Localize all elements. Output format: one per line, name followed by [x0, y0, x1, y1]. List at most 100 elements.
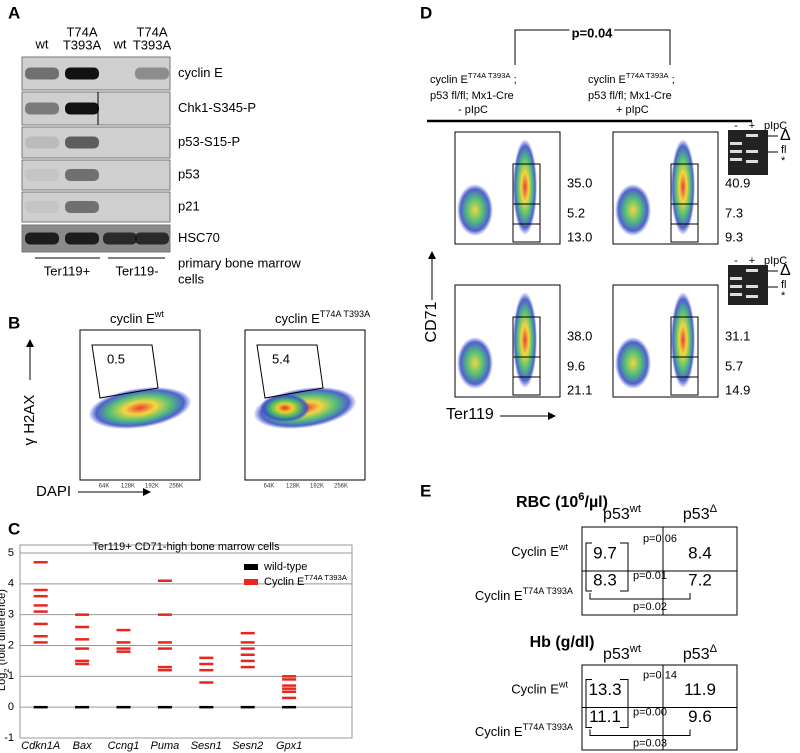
gate-value: 31.1	[725, 328, 750, 343]
x-tick-label: 64K	[99, 484, 110, 490]
gate-value: 7.3	[725, 205, 743, 220]
gel-band-label: fl	[781, 144, 787, 156]
gate-value: 5.4	[272, 351, 290, 366]
gel-band-label: *	[781, 290, 786, 302]
row-label-part: wt	[558, 542, 569, 552]
bracket	[589, 593, 691, 600]
row-label-part: Cyclin E	[511, 682, 559, 697]
y-axis-label-part: 2	[2, 668, 11, 672]
band	[65, 136, 99, 149]
gel-band	[730, 158, 742, 161]
cell-value: 9.7	[593, 543, 617, 562]
row-label-part: T74A T393A	[523, 586, 574, 596]
column-header-part: ;	[511, 74, 517, 86]
row-label-part: T74A T393A	[523, 722, 574, 732]
column-header-part: Δ	[710, 643, 718, 655]
density	[513, 139, 537, 235]
legend-entry: wild-type	[263, 561, 307, 573]
band	[25, 232, 59, 245]
y-axis-label: CD71	[423, 301, 440, 342]
gel-band	[730, 285, 742, 288]
column-header-part: cyclin E	[588, 74, 626, 86]
column-header: + pIpC	[616, 104, 649, 116]
table-title-part: Hb (g/dl)	[530, 634, 595, 651]
column-header: wt	[113, 36, 127, 51]
density	[671, 292, 695, 388]
y-axis-label-part: Log	[0, 673, 8, 691]
band	[65, 67, 99, 80]
x-axis-label: Ter119	[446, 406, 494, 423]
gate	[670, 316, 699, 396]
density	[615, 184, 651, 236]
gate-value: 21.1	[567, 382, 592, 397]
x-tick-label: Cdkn1A	[21, 740, 60, 752]
y-tick-label: 0	[8, 701, 14, 713]
x-tick-label: Gpx1	[276, 740, 302, 752]
cell-value: 13.3	[588, 680, 621, 699]
gate	[256, 344, 324, 399]
gel-lane: pIpC	[764, 255, 787, 267]
row-label: Cyclin ET74A T393A	[475, 586, 574, 603]
gel-band-label: Δ	[780, 262, 791, 279]
gate-value: 0.5	[107, 351, 125, 366]
p-value: p=0.14	[643, 669, 677, 681]
column-header-part: p53	[683, 506, 710, 523]
band	[65, 201, 99, 213]
gate	[91, 344, 159, 399]
x-axis-label: DAPI	[36, 483, 71, 500]
legend-entry-part: Cyclin E	[264, 576, 304, 588]
gate-value: 14.9	[725, 382, 750, 397]
y-tick-label: 5	[8, 547, 14, 559]
column-header: p53Δ	[683, 503, 718, 523]
cell-value: 7.2	[688, 570, 712, 589]
bracket	[585, 542, 592, 592]
column-header-part: p53	[603, 646, 630, 663]
gel-lane: +	[749, 120, 755, 132]
gate-value: 5.7	[725, 358, 743, 373]
gel-band	[746, 134, 758, 137]
column-header-part: cyclin E	[430, 74, 468, 86]
y-tick-label: -1	[4, 732, 14, 744]
band	[65, 232, 99, 245]
gate-value: 13.0	[567, 229, 592, 244]
column-header: p53wt	[603, 643, 642, 663]
gate-value: 5.2	[567, 205, 585, 220]
x-tick-label: 192K	[310, 484, 324, 490]
x-tick-label: Sesn2	[232, 740, 263, 752]
column-header: wt	[35, 36, 49, 51]
gel-band-label: fl	[781, 279, 787, 291]
band	[65, 102, 99, 115]
table-title-part: /µl)	[585, 494, 608, 511]
cell-value: 8.4	[688, 543, 712, 562]
x-tick-label: 192K	[145, 484, 159, 490]
plot-title: cyclin Ewt	[110, 309, 164, 326]
band	[135, 67, 169, 80]
row-label: Cyclin ET74A T393A	[475, 722, 574, 739]
gel-lane: +	[749, 255, 755, 267]
column-header-part: p53	[683, 646, 710, 663]
y-axis-label: γ H2AX	[21, 395, 38, 446]
gel-band	[746, 285, 758, 288]
band	[25, 67, 59, 80]
band	[135, 232, 169, 245]
column-header: - pIpC	[458, 104, 488, 116]
plot-title-part: cyclin E	[110, 311, 155, 326]
gel-band	[746, 160, 758, 163]
column-header: cyclin ET74A T393A ;	[588, 71, 675, 86]
gel-band	[730, 150, 742, 153]
density	[260, 394, 310, 422]
table-title: Hb (g/dl)	[530, 634, 595, 651]
band	[25, 102, 59, 115]
legend-swatch	[244, 579, 258, 585]
x-tick-label: 128K	[286, 484, 300, 490]
x-tick-label: 128K	[121, 484, 135, 490]
gate-value: 9.3	[725, 229, 743, 244]
gate-value: 9.6	[567, 358, 585, 373]
bracket	[585, 679, 592, 728]
density	[513, 292, 537, 388]
gel-band	[730, 142, 742, 145]
legend-entry-part: wild-type	[263, 561, 307, 573]
column-header-part: T74A T393A	[626, 71, 669, 80]
panel-label: D	[420, 3, 432, 22]
panel-label: B	[8, 313, 20, 332]
